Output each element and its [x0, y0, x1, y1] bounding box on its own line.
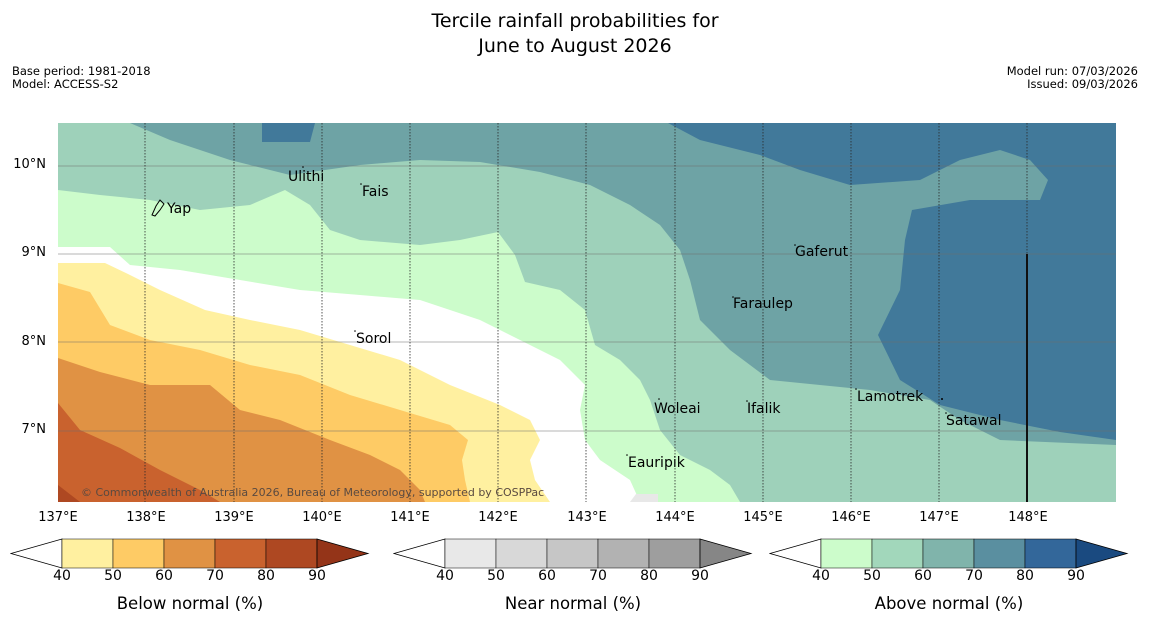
- model-text: Model: ACCESS-S2: [12, 77, 119, 91]
- legend-near-normal: 40 50 60 70 80 90 Near normal (%): [392, 538, 753, 628]
- legend-near-normal-title: Near normal (%): [504, 594, 642, 613]
- legend-below-tick: 60: [155, 568, 173, 584]
- lon-label-145e: 145°E: [743, 510, 783, 525]
- legend-below-normal: 40 50 60 70 80 90 Below normal (%): [9, 538, 370, 628]
- lat-label-9n: 9°N: [21, 245, 47, 260]
- legend-below-normal-title: Below normal (%): [116, 594, 264, 613]
- base-period-text: Base period: 1981-2018: [12, 64, 151, 78]
- legend-above-tick: 80: [1016, 568, 1034, 584]
- map-contours: [58, 123, 1116, 502]
- legend-above-tick: 50: [863, 568, 881, 584]
- lon-label-137e: 137°E: [38, 510, 78, 525]
- place-label-woleai: Woleai: [654, 401, 701, 417]
- legend-near-tick: 70: [589, 568, 607, 584]
- legend-above-tick: 60: [914, 568, 932, 584]
- place-label-lamotrek: Lamotrek: [857, 389, 924, 405]
- woleai-marker: [658, 398, 660, 400]
- legend-below-tick: 70: [206, 568, 224, 584]
- place-label-satawal: Satawal: [946, 413, 1001, 429]
- place-label-eauripik: Eauripik: [628, 455, 686, 471]
- legend-near-tick: 50: [487, 568, 505, 584]
- place-label-faraulep: Faraulep: [733, 296, 793, 312]
- title-line-1: Tercile rainfall probabilities for: [431, 10, 719, 32]
- ifalik-marker: [746, 400, 748, 402]
- legend-near-tick: 60: [538, 568, 556, 584]
- lon-label-141e: 141°E: [390, 510, 430, 525]
- lon-label-140e: 140°E: [302, 510, 342, 525]
- lat-label-7n: 7°N: [21, 422, 47, 437]
- place-label-ulithi: Ulithi: [288, 169, 324, 185]
- lon-label-139e: 139°E: [214, 510, 254, 525]
- yap-island-shape: [151, 199, 165, 217]
- sorol-marker: [354, 330, 356, 332]
- faraulep-marker: [732, 296, 734, 298]
- title-line-2: June to August 2026: [478, 35, 672, 57]
- legend-near-tick: 90: [691, 568, 709, 584]
- legend-below-tick: 40: [53, 568, 71, 584]
- legend-below-tick: 50: [104, 568, 122, 584]
- lamotrek-marker: [855, 388, 857, 390]
- lon-label-148e: 148°E: [1008, 510, 1048, 525]
- metadata-left: Base period: 1981-2018 Model: ACCESS-S2: [12, 65, 151, 91]
- legend-near-tick: 40: [436, 568, 454, 584]
- gaferut-marker: [794, 244, 796, 246]
- place-label-fais: Fais: [362, 184, 389, 200]
- model-run-text: Model run: 07/03/2026: [1006, 64, 1138, 78]
- map-title: Tercile rainfall probabilities for June …: [0, 9, 1150, 59]
- legend-above-normal-title: Above normal (%): [874, 594, 1024, 613]
- legend-above-normal-colorbar: [768, 538, 1129, 569]
- legend-below-tick: 80: [257, 568, 275, 584]
- issued-text: Issued: 09/03/2026: [1027, 77, 1138, 91]
- lon-label-143e: 143°E: [567, 510, 607, 525]
- lon-label-142e: 142°E: [478, 510, 518, 525]
- metadata-right: Model run: 07/03/2026 Issued: 09/03/2026: [1007, 65, 1138, 91]
- below-80-region: [58, 485, 80, 502]
- legend-above-tick: 90: [1067, 568, 1085, 584]
- lon-label-138e: 138°E: [126, 510, 166, 525]
- place-label-yap: Yap: [166, 201, 191, 217]
- copyright-notice: © Commonwealth of Australia 2026, Bureau…: [81, 486, 544, 499]
- place-label-gaferut: Gaferut: [795, 244, 849, 260]
- lat-label-10n: 10°N: [13, 157, 46, 172]
- satawal-marker: [945, 412, 947, 414]
- legend-below-normal-colorbar: [9, 538, 370, 569]
- lon-label-144e: 144°E: [655, 510, 695, 525]
- legend-below-tick: 90: [308, 568, 326, 584]
- legend-near-normal-colorbar: [392, 538, 753, 569]
- place-label-sorol: Sorol: [356, 331, 391, 347]
- lon-label-147e: 147°E: [919, 510, 959, 525]
- ulithi-marker: [302, 166, 304, 168]
- legend-above-tick: 40: [812, 568, 830, 584]
- legend-above-tick: 70: [965, 568, 983, 584]
- legend-above-normal: 40 50 60 70 80 90 Above normal (%): [768, 538, 1129, 628]
- eauripik-marker: [626, 454, 628, 456]
- place-label-ifalik: Ifalik: [747, 401, 781, 417]
- legend-near-tick: 80: [640, 568, 658, 584]
- above-70-region: [668, 123, 1116, 440]
- near-normal-patch: [630, 494, 658, 502]
- lon-label-146e: 146°E: [831, 510, 871, 525]
- above-70-patch: [262, 123, 315, 142]
- below-70-region: [58, 403, 220, 502]
- fais-marker: [360, 183, 362, 185]
- lat-label-8n: 8°N: [21, 334, 47, 349]
- satawal-dot: [941, 398, 943, 400]
